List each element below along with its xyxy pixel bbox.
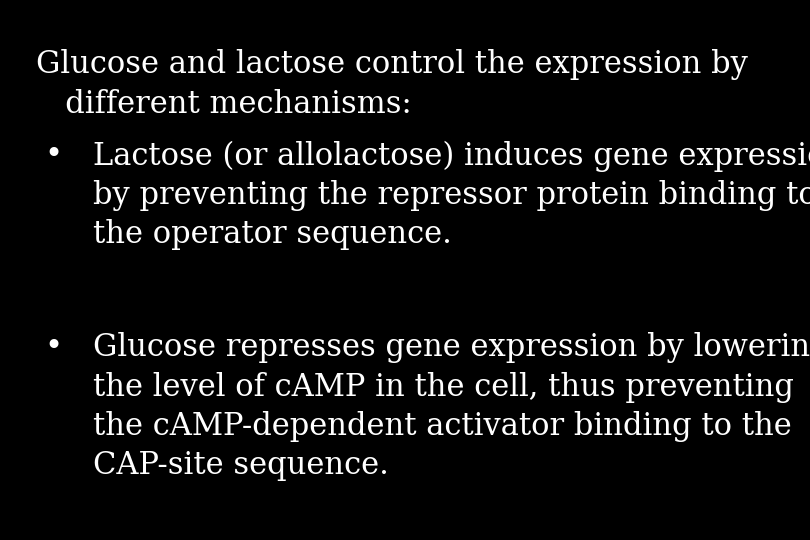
- Text: •: •: [45, 332, 62, 363]
- Text: the cAMP-dependent activator binding to the: the cAMP-dependent activator binding to …: [93, 411, 792, 442]
- Text: the operator sequence.: the operator sequence.: [93, 219, 452, 250]
- Text: the level of cAMP in the cell, thus preventing: the level of cAMP in the cell, thus prev…: [93, 372, 794, 402]
- Text: by preventing the repressor protein binding to: by preventing the repressor protein bind…: [93, 180, 810, 211]
- Text: Lactose (or allolactose) induces gene expression: Lactose (or allolactose) induces gene ex…: [93, 140, 810, 172]
- Text: •: •: [45, 140, 62, 171]
- Text: Glucose represses gene expression by lowering: Glucose represses gene expression by low…: [93, 332, 810, 363]
- Text: CAP-site sequence.: CAP-site sequence.: [93, 450, 389, 481]
- Text: different mechanisms:: different mechanisms:: [36, 89, 412, 120]
- Text: Glucose and lactose control the expression by: Glucose and lactose control the expressi…: [36, 49, 748, 79]
